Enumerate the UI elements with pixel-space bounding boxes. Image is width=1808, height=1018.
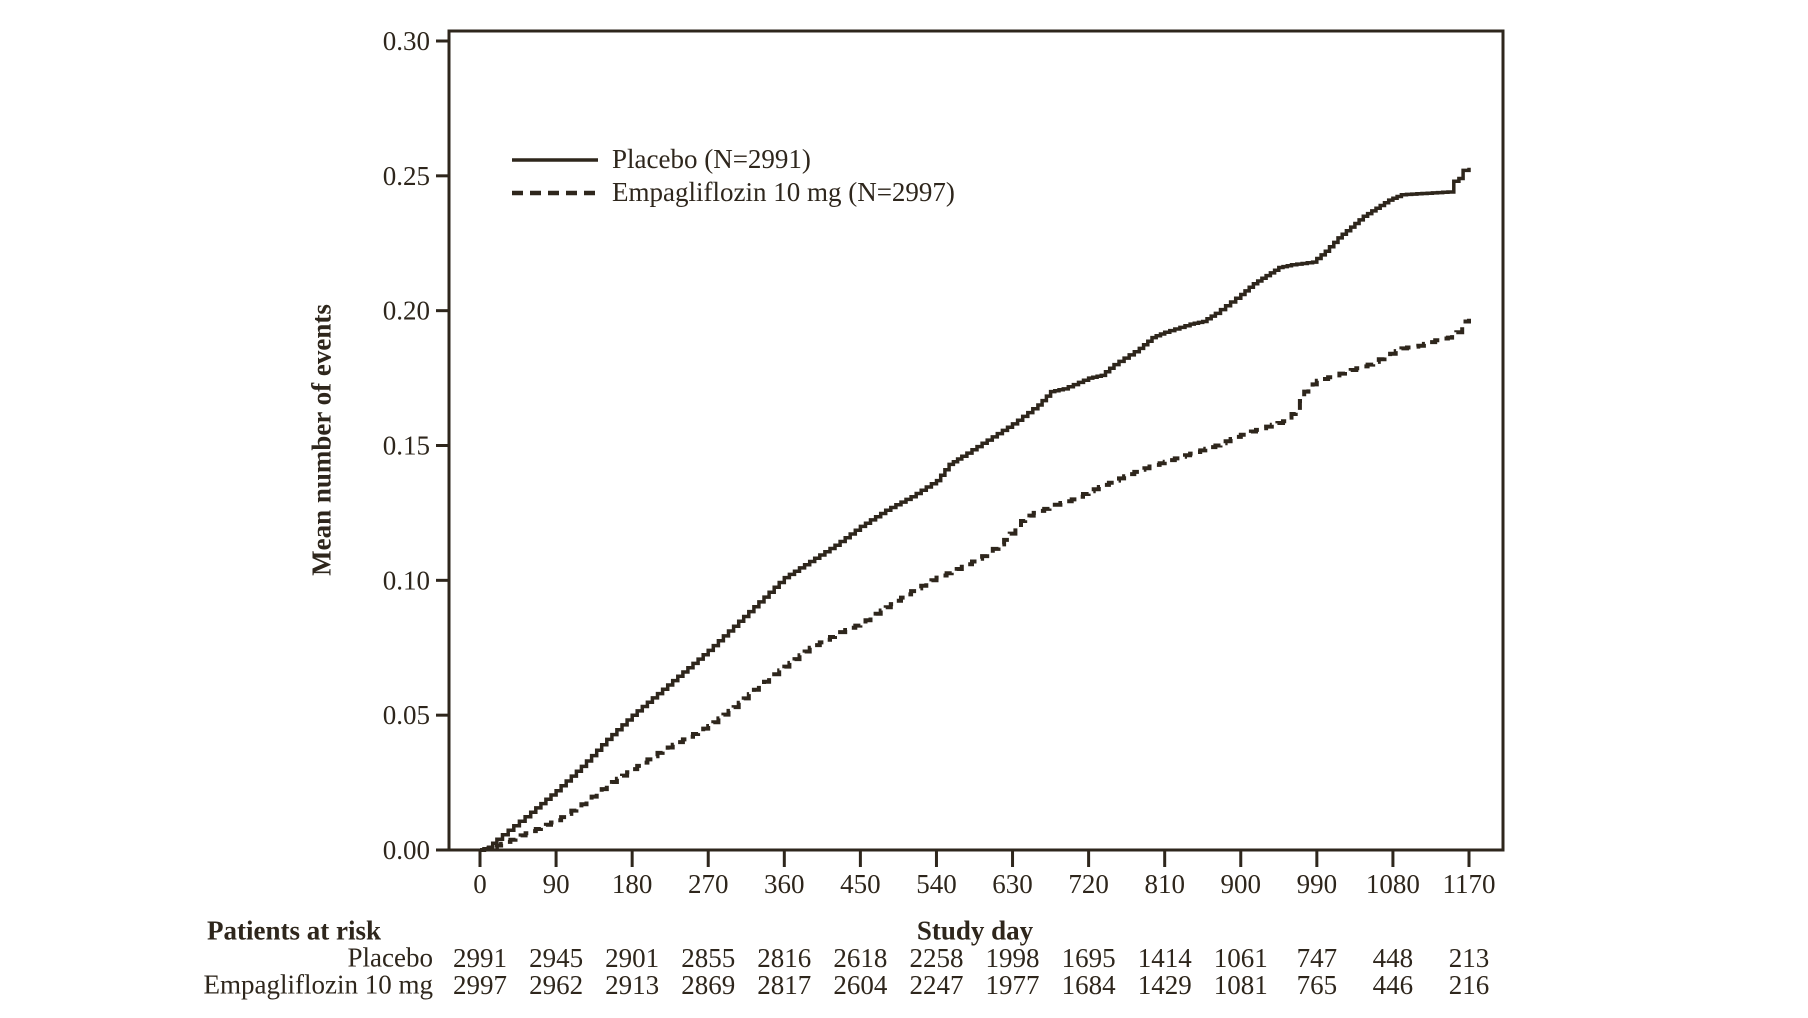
x-tick-label: 810 bbox=[1144, 869, 1185, 899]
plot-frame bbox=[447, 29, 1505, 852]
risk-count-placebo: 2258 bbox=[909, 943, 963, 973]
x-axis-title: Study day bbox=[916, 915, 1034, 946]
risk-count-placebo: 1414 bbox=[1138, 943, 1193, 973]
x-tick-label: 1080 bbox=[1366, 869, 1420, 899]
risk-count-empagliflozin: 2913 bbox=[605, 970, 659, 1000]
x-tick-label: 540 bbox=[916, 869, 957, 899]
risk-row-label-placebo: Placebo bbox=[347, 942, 433, 973]
risk-count-placebo: 2855 bbox=[681, 943, 735, 973]
risk-count-empagliflozin: 2247 bbox=[909, 970, 963, 1000]
y-axis-title: Mean number of events bbox=[306, 304, 337, 576]
risk-count-empagliflozin: 2604 bbox=[833, 970, 888, 1000]
risk-count-placebo: 2945 bbox=[529, 943, 583, 973]
x-tick-label: 450 bbox=[840, 869, 881, 899]
risk-count-empagliflozin: 2869 bbox=[681, 970, 735, 1000]
risk-row-label-empagliflozin: Empagliflozin 10 mg bbox=[203, 969, 433, 1000]
risk-count-placebo: 2901 bbox=[605, 943, 659, 973]
y-tick-label: 0.20 bbox=[383, 296, 430, 326]
series-line-placebo bbox=[480, 167, 1471, 852]
y-tick-label: 0.30 bbox=[383, 26, 430, 56]
risk-count-placebo: 448 bbox=[1373, 943, 1414, 973]
risk-count-empagliflozin: 446 bbox=[1373, 970, 1414, 1000]
risk-count-placebo: 1695 bbox=[1062, 943, 1116, 973]
series-line-empagliflozin bbox=[480, 318, 1471, 852]
risk-count-placebo: 2816 bbox=[757, 943, 811, 973]
x-tick-label: 90 bbox=[543, 869, 570, 899]
risk-count-placebo: 213 bbox=[1449, 943, 1490, 973]
risk-count-empagliflozin: 2962 bbox=[529, 970, 583, 1000]
x-tick-label: 360 bbox=[764, 869, 805, 899]
risk-count-empagliflozin: 216 bbox=[1449, 970, 1490, 1000]
y-tick-label: 0.25 bbox=[383, 161, 430, 191]
risk-count-empagliflozin: 1081 bbox=[1214, 970, 1268, 1000]
x-tick-label: 900 bbox=[1221, 869, 1262, 899]
risk-count-placebo: 1998 bbox=[986, 943, 1040, 973]
legend-label-empagliflozin: Empagliflozin 10 mg (N=2997) bbox=[612, 176, 955, 207]
risk-count-placebo: 1061 bbox=[1214, 943, 1268, 973]
x-tick-label: 630 bbox=[992, 869, 1033, 899]
x-tick-label: 720 bbox=[1068, 869, 1109, 899]
risk-count-placebo: 2991 bbox=[453, 943, 507, 973]
risk-count-placebo: 2618 bbox=[833, 943, 887, 973]
x-tick-label: 180 bbox=[612, 869, 653, 899]
risk-count-placebo: 747 bbox=[1297, 943, 1338, 973]
risk-count-empagliflozin: 1977 bbox=[986, 970, 1040, 1000]
x-tick-label: 270 bbox=[688, 869, 729, 899]
x-tick-label: 990 bbox=[1297, 869, 1338, 899]
risk-count-empagliflozin: 1429 bbox=[1138, 970, 1192, 1000]
y-tick-label: 0.00 bbox=[383, 835, 430, 865]
risk-count-empagliflozin: 2997 bbox=[453, 970, 507, 1000]
risk-count-empagliflozin: 2817 bbox=[757, 970, 811, 1000]
y-tick-label: 0.10 bbox=[383, 565, 430, 595]
x-tick-label: 1170 bbox=[1443, 869, 1496, 899]
y-tick-label: 0.05 bbox=[383, 700, 430, 730]
risk-count-empagliflozin: 1684 bbox=[1062, 970, 1117, 1000]
legend-label-placebo: Placebo (N=2991) bbox=[612, 143, 811, 174]
y-tick-label: 0.15 bbox=[383, 431, 430, 461]
risk-count-empagliflozin: 765 bbox=[1297, 970, 1338, 1000]
x-tick-label: 0 bbox=[473, 869, 487, 899]
patients-at-risk-heading: Patients at risk bbox=[207, 915, 381, 946]
